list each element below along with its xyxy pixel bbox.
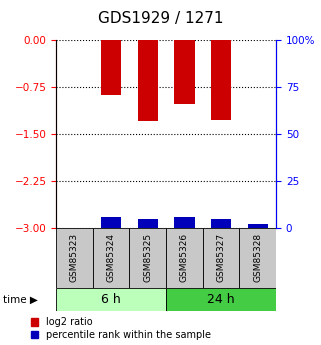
- Bar: [93, 228, 129, 288]
- Bar: [211, 219, 231, 228]
- Text: 6 h: 6 h: [101, 293, 121, 306]
- Bar: [138, 40, 158, 121]
- Text: GSM85325: GSM85325: [143, 233, 152, 283]
- Bar: [56, 228, 93, 288]
- Bar: [211, 40, 231, 120]
- Text: GSM85327: GSM85327: [217, 233, 226, 283]
- Text: GSM85323: GSM85323: [70, 233, 79, 283]
- Text: GDS1929 / 1271: GDS1929 / 1271: [98, 11, 223, 27]
- Bar: [101, 40, 121, 95]
- Bar: [56, 288, 166, 310]
- Bar: [101, 217, 121, 228]
- Bar: [203, 228, 239, 288]
- Bar: [174, 217, 195, 228]
- Bar: [129, 228, 166, 288]
- Bar: [166, 228, 203, 288]
- Legend: log2 ratio, percentile rank within the sample: log2 ratio, percentile rank within the s…: [30, 317, 211, 340]
- Text: GSM85328: GSM85328: [253, 233, 262, 283]
- Text: time ▶: time ▶: [3, 294, 38, 304]
- Bar: [248, 224, 268, 228]
- Bar: [239, 228, 276, 288]
- Text: GSM85324: GSM85324: [107, 233, 116, 283]
- Text: 24 h: 24 h: [207, 293, 235, 306]
- Bar: [166, 288, 276, 310]
- Text: GSM85326: GSM85326: [180, 233, 189, 283]
- Bar: [174, 40, 195, 104]
- Bar: [138, 219, 158, 228]
